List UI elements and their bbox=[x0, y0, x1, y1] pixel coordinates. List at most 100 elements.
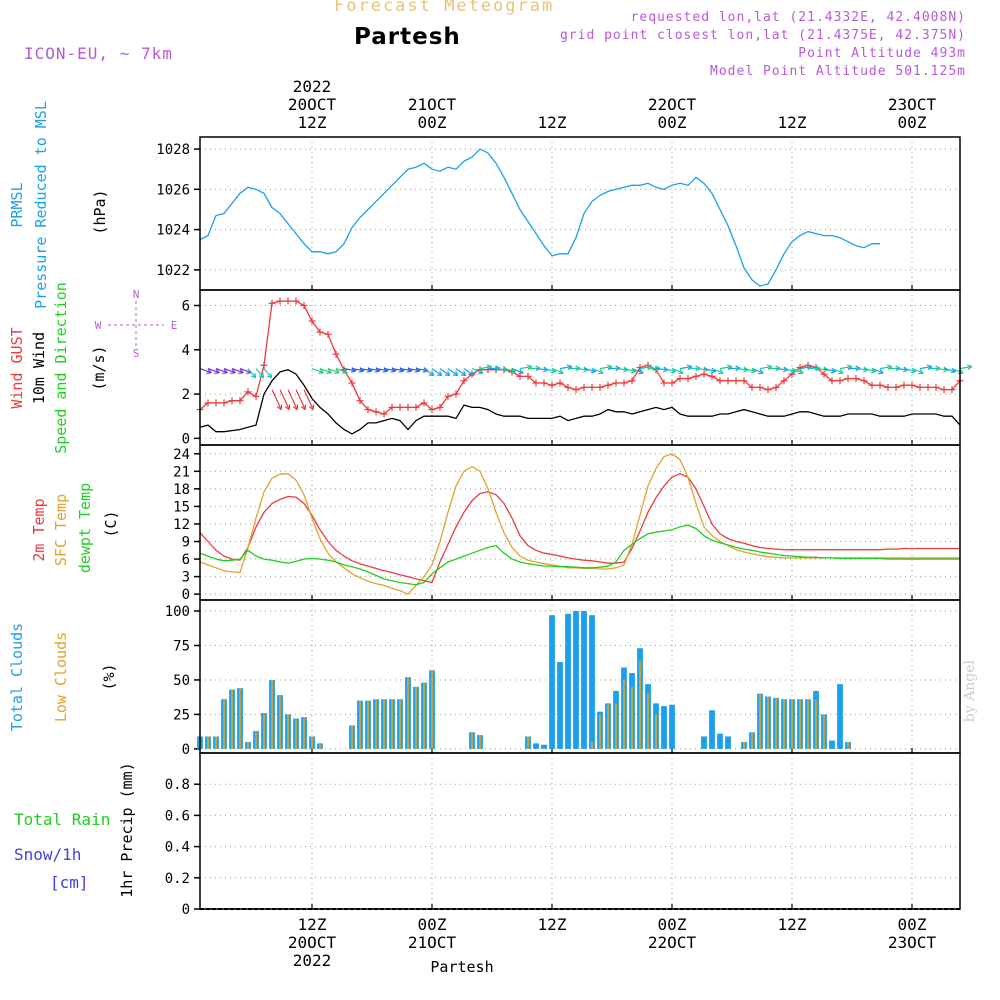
low-cloud-bar bbox=[375, 699, 377, 749]
wind-arrow-shaft bbox=[431, 368, 443, 376]
gust-marker bbox=[220, 399, 228, 407]
wind-arrow-head bbox=[292, 406, 298, 411]
compass-east: E bbox=[171, 319, 178, 332]
wind-arrow-head bbox=[223, 368, 228, 374]
wind-arrow-head bbox=[718, 372, 724, 375]
wind-arrow-head bbox=[943, 369, 949, 373]
wind-arrow-shaft bbox=[255, 368, 265, 379]
wind-arrow-head bbox=[638, 372, 644, 375]
total-cloud-bar bbox=[565, 613, 571, 749]
low-cloud-bar bbox=[351, 725, 353, 749]
wind-arrow-head bbox=[447, 370, 451, 376]
gust-marker bbox=[708, 372, 716, 380]
wind-arrow-head bbox=[790, 370, 796, 374]
wind-arrow-head bbox=[428, 374, 434, 377]
gust-marker bbox=[620, 379, 628, 387]
low-cloud-bar bbox=[783, 699, 785, 749]
snow-unit: [cm] bbox=[50, 873, 89, 892]
wind-arrow-shaft bbox=[911, 368, 924, 374]
low-cloud-bar bbox=[207, 736, 209, 749]
wind-arrow-shaft bbox=[583, 368, 596, 373]
bottom-time-label: 00Z bbox=[418, 915, 447, 934]
wind-arrow-head bbox=[550, 370, 556, 374]
gust-marker bbox=[324, 330, 332, 338]
wind-arrow-shaft bbox=[943, 368, 956, 373]
y-tick-label: 6 bbox=[182, 552, 190, 568]
wind-arrow-shaft bbox=[303, 389, 314, 410]
low-cloud-bar bbox=[359, 700, 361, 749]
total-cloud-bar bbox=[533, 743, 539, 749]
y-tick-label: 0.6 bbox=[165, 808, 190, 824]
wind-arrow bbox=[439, 368, 451, 377]
wind-arrow-head bbox=[510, 370, 516, 374]
wind-arrow-shaft bbox=[223, 368, 236, 374]
wind-arrow-head bbox=[535, 365, 541, 369]
low-cloud-bar bbox=[279, 695, 281, 749]
wind-arrow bbox=[591, 368, 604, 375]
low-cloud-bar bbox=[423, 682, 425, 749]
wind-arrow bbox=[279, 389, 291, 411]
wind-arrow bbox=[199, 368, 212, 375]
gust-marker bbox=[524, 372, 532, 380]
footer-location: Partesh bbox=[430, 958, 493, 976]
wind-arrow-head bbox=[950, 370, 956, 374]
wind-arrow-head bbox=[838, 372, 844, 375]
wind-arrow-shaft bbox=[215, 368, 228, 374]
wind-arrow bbox=[207, 368, 220, 375]
wind-arrow bbox=[247, 368, 257, 379]
wind-arrow-head bbox=[463, 370, 467, 376]
gust-marker bbox=[316, 328, 324, 336]
wind-arrow bbox=[431, 368, 443, 377]
wind-arrow bbox=[271, 389, 283, 411]
low-cloud-bar bbox=[383, 699, 385, 749]
y-tick-label: 0 bbox=[182, 902, 190, 918]
wind-arrow bbox=[911, 368, 924, 375]
low-cloud-bar bbox=[615, 703, 617, 749]
top-time-label: 20OCT bbox=[288, 95, 337, 114]
gust-marker bbox=[556, 379, 564, 387]
wind-arrow bbox=[455, 368, 467, 377]
low-cloud-bar bbox=[319, 743, 321, 749]
wind-arrow-shaft bbox=[407, 368, 420, 372]
wind-arrow-shaft bbox=[343, 368, 356, 372]
wind-arrow-head bbox=[646, 364, 653, 368]
gust-marker bbox=[860, 377, 868, 385]
y-tick-label: 21 bbox=[173, 464, 190, 480]
gust-marker bbox=[596, 383, 604, 391]
wind-arrow-head bbox=[670, 370, 676, 374]
gust-marker bbox=[692, 372, 700, 380]
low-cloud-bar bbox=[767, 696, 769, 749]
wind-arrow-shaft bbox=[783, 368, 796, 373]
gust-marker bbox=[940, 386, 948, 394]
gust-marker bbox=[364, 406, 372, 414]
y-tick-label: 3 bbox=[182, 570, 190, 586]
wind-arrow-head bbox=[918, 372, 924, 375]
wind-arrow-head bbox=[319, 368, 324, 374]
wind-arrow-shaft bbox=[247, 368, 257, 379]
wind-arrow-head bbox=[766, 364, 773, 368]
wind-arrow-head bbox=[703, 369, 709, 373]
gust-marker bbox=[732, 377, 740, 385]
wind-arrow-head bbox=[266, 375, 272, 379]
wind-arrow-head bbox=[300, 406, 306, 411]
wind-arrow-shaft bbox=[271, 389, 282, 410]
wind-arrow bbox=[311, 368, 324, 375]
low-cloud-bar bbox=[247, 741, 249, 749]
pressure-unit: (hPa) bbox=[91, 189, 109, 234]
wind-arrow-head bbox=[903, 369, 909, 373]
wind-arrow bbox=[551, 368, 564, 375]
low-cloud-bar bbox=[823, 714, 825, 749]
wind-arrow-head bbox=[206, 372, 212, 375]
gust-marker bbox=[572, 386, 580, 394]
gust-marker bbox=[300, 302, 308, 309]
gust-marker bbox=[772, 383, 780, 391]
total-cloud-bar bbox=[549, 615, 555, 749]
model-label: ICON-EU, ~ 7km bbox=[24, 44, 173, 63]
wind-arrow-shaft bbox=[863, 368, 876, 373]
wind-arrow-shaft bbox=[367, 368, 380, 372]
pressure-label-1: PRMSL bbox=[8, 182, 26, 227]
wind-arrow-head bbox=[886, 364, 893, 368]
wind-arrow-head bbox=[460, 374, 466, 377]
low-cloud-bar bbox=[255, 730, 257, 749]
